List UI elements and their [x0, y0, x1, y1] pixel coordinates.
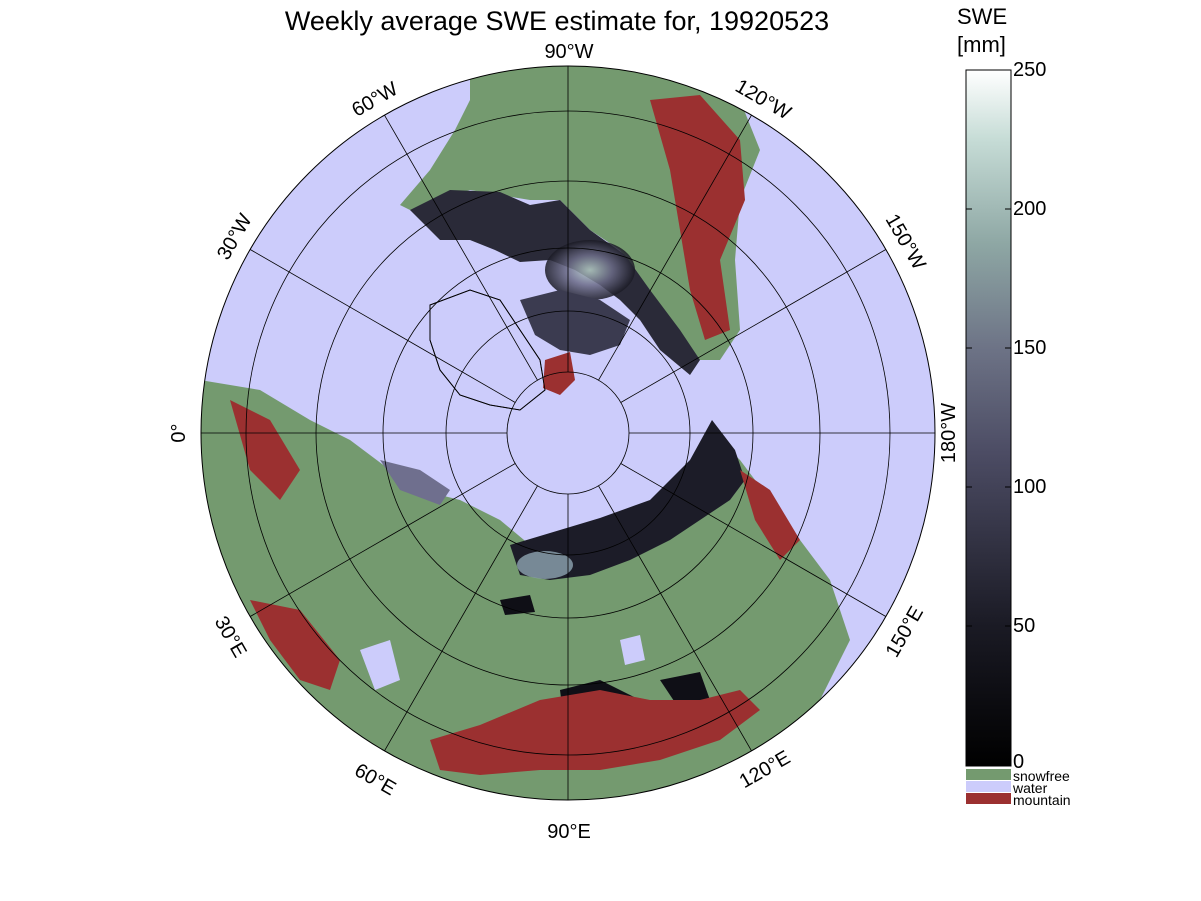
- siberia-snow-highlight: [517, 551, 573, 579]
- lon-label-0: 0°: [168, 423, 190, 442]
- lon-label-90E: 90°E: [547, 821, 591, 843]
- siberia-snow: [510, 420, 745, 580]
- lon-label-180W: 180°W: [938, 403, 960, 463]
- snow-highlight: [545, 240, 635, 300]
- colorbar-label-unit: [mm]: [957, 32, 1006, 57]
- rocky-mountains: [650, 95, 745, 340]
- map-boundary: [200, 65, 936, 801]
- colorbar-tick-250: 250: [1013, 59, 1047, 81]
- colorbar-tick-0: 0: [1013, 751, 1025, 773]
- meridians: [201, 66, 935, 800]
- inland-water: [360, 635, 645, 690]
- legend-label-mountain: mountain: [1013, 792, 1071, 808]
- colorbar-tick-150: 150: [1013, 337, 1047, 359]
- colorbar: [965, 69, 1012, 767]
- europe-mountains: [250, 600, 340, 690]
- legend-swatch-water: [966, 781, 1011, 792]
- legend-swatch-mountain: [966, 793, 1011, 804]
- map-title: Weekly average SWE estimate for, 1992052…: [284, 6, 830, 36]
- coastline: [429, 289, 546, 411]
- archipelago-mountain: [543, 352, 575, 395]
- legend-label-water: water: [1013, 780, 1048, 796]
- colorbar-ticks: [966, 69, 1011, 766]
- lon-label-90W: 90°W: [544, 41, 593, 63]
- novaya-zemlya: [380, 460, 450, 505]
- east-siberia-mountains: [740, 470, 800, 560]
- colorbar-tick-50: 50: [1013, 615, 1036, 637]
- colorbar-tick-100: 100: [1013, 476, 1047, 498]
- lon-label-30E: 30°E: [210, 613, 251, 662]
- colorbar-label-swe: SWE: [957, 4, 1008, 29]
- asia-mountains: [430, 690, 760, 775]
- scandinavia-mountains: [230, 400, 300, 500]
- north-america-snow: [410, 190, 700, 375]
- legend-label-snowfree: snowfree: [1013, 768, 1070, 784]
- arctic-islands: [520, 290, 630, 355]
- colorbar-tick-200: 200: [1013, 198, 1047, 220]
- legend-swatch-snowfree: [966, 769, 1011, 780]
- lon-label-60E: 60°E: [351, 759, 400, 800]
